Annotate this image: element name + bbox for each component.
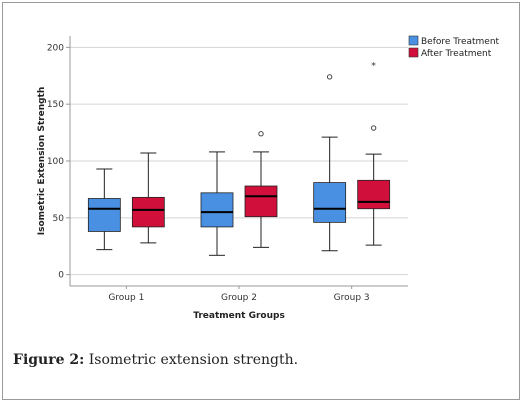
outlier-point-before-group-3-0 xyxy=(327,74,333,80)
gridlines xyxy=(70,46,408,276)
x-tick-label-2: Group 2 xyxy=(221,293,257,303)
box-after-group-1 xyxy=(131,152,165,244)
box-after-group-3: * xyxy=(357,61,391,246)
caption-label: Figure 2: xyxy=(13,352,85,368)
box-before-group-1 xyxy=(87,168,121,251)
caption-text: Isometric extension strength. xyxy=(84,352,299,368)
outlier-point-after-group-2-0 xyxy=(258,131,264,137)
box-after-group-2 xyxy=(244,131,278,248)
x-tick-label-1: Group 1 xyxy=(108,293,144,303)
iqr-box-before-group-2 xyxy=(200,192,234,228)
legend-label-before: Before Treatment xyxy=(421,37,500,47)
legend-label-after: After Treatment xyxy=(421,49,492,59)
iqr-box-after-group-2 xyxy=(244,185,278,218)
y-ticks: 0 50 100 150 200 xyxy=(47,43,70,281)
iqr-box-before-group-1 xyxy=(87,198,121,232)
y-tick-label-50: 50 xyxy=(53,214,65,224)
y-axis-title: Isometric Extension Strength xyxy=(37,87,47,235)
y-tick-label-200: 200 xyxy=(47,43,64,53)
extreme-point-after-group-3-0: * xyxy=(371,61,376,71)
box-groups: * xyxy=(87,61,391,256)
box-before-group-2 xyxy=(200,151,234,256)
x-axis-title: Treatment Groups xyxy=(193,311,285,321)
y-tick-label-150: 150 xyxy=(47,100,64,110)
figure-caption: Figure 2: Isometric extension strength. xyxy=(13,352,298,368)
y-tick-label-0: 0 xyxy=(58,271,64,281)
box-before-group-3 xyxy=(313,74,347,252)
outlier-point-after-group-3-0 xyxy=(371,125,377,131)
legend: Before Treatment After Treatment xyxy=(408,35,500,59)
x-tick-label-3: Group 3 xyxy=(334,293,370,303)
iqr-box-before-group-3 xyxy=(313,182,347,223)
y-tick-label-100: 100 xyxy=(47,157,64,167)
iqr-box-after-group-3 xyxy=(357,179,391,210)
legend-swatch-before xyxy=(408,35,419,46)
x-ticks: Group 1 Group 2 Group 3 xyxy=(108,286,370,303)
iqr-box-after-group-1 xyxy=(131,196,165,228)
legend-swatch-after xyxy=(408,47,419,58)
